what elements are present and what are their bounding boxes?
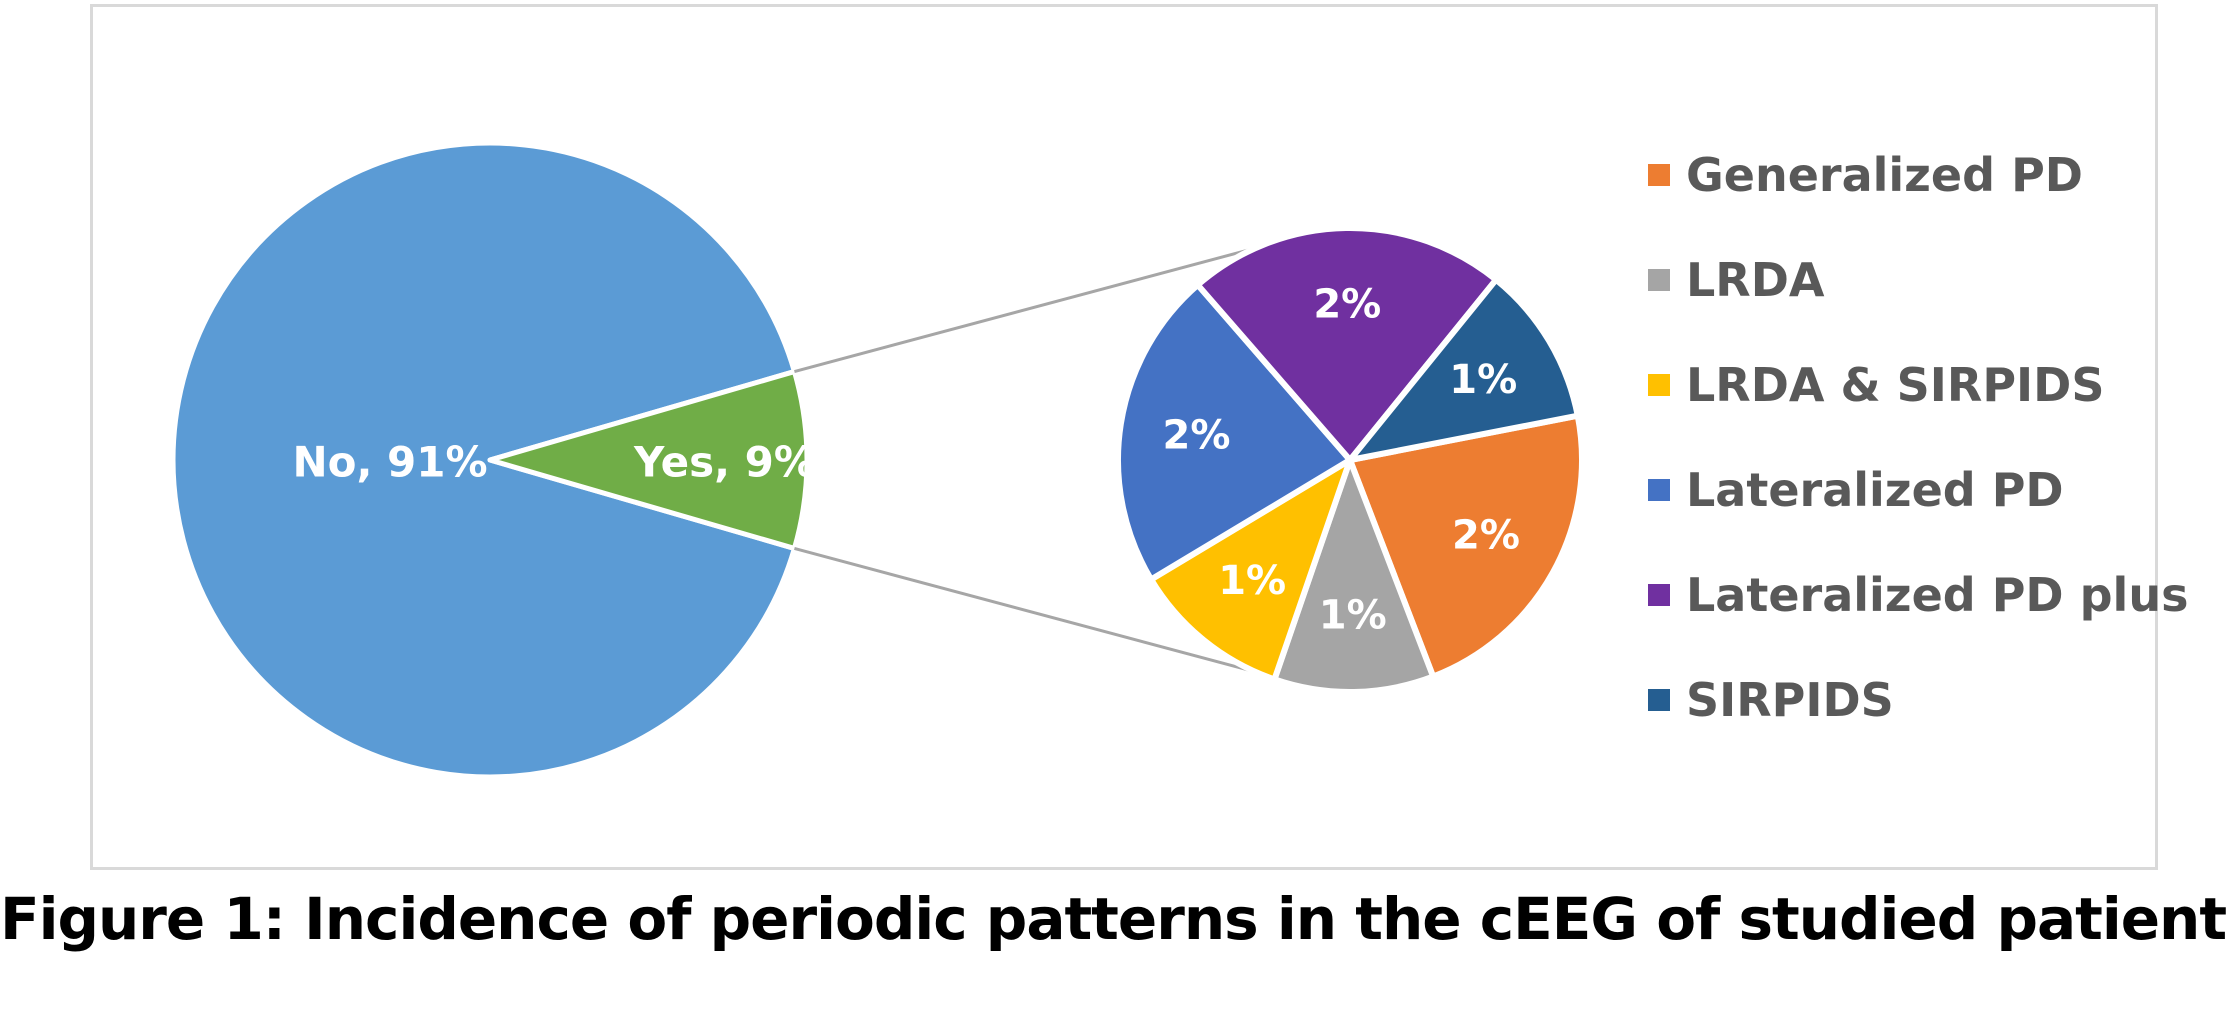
slice-lrda-and-sirpids: [1148, 457, 1353, 683]
slice-lrda: [1271, 457, 1437, 695]
slice-generalized-pd: [1347, 412, 1585, 680]
data-label-sirpids: 1%: [1449, 357, 1517, 403]
data-label-yes: Yes, 9%: [633, 438, 816, 487]
slice-yes: [487, 369, 810, 551]
connector-line-bottom: [794, 546, 1257, 674]
data-label-lrda-and-sirpids: 1%: [1218, 558, 1286, 604]
legend-label-lrda-and-sirpids: LRDA & SIRPIDS: [1686, 358, 2104, 412]
data-label-no: No, 91%: [292, 438, 487, 487]
slice-lateralized-pd: [1115, 281, 1353, 583]
slice-lateralized-pd-plus: [1194, 225, 1499, 463]
data-label-lrda: 1%: [1319, 592, 1387, 638]
data-label-lateralized-pd-plus: 2%: [1313, 282, 1381, 328]
legend-swatch-generalized-pd: [1648, 164, 1670, 186]
figure-caption: Figure 1: Incidence of periodic patterns…: [0, 885, 2228, 953]
legend-swatch-lrda: [1648, 269, 1670, 291]
connector-line-top: [794, 246, 1257, 374]
data-label-lateralized-pd: 2%: [1163, 413, 1231, 459]
legend-label-generalized-pd: Generalized PD: [1686, 148, 2083, 202]
legend-label-lateralized-pd-plus: Lateralized PD plus: [1686, 568, 2188, 622]
slice-sirpids: [1347, 276, 1581, 463]
legend-swatch-sirpids: [1648, 689, 1670, 711]
slice-no: [170, 140, 797, 780]
legend-swatch-lrda-and-sirpids: [1648, 374, 1670, 396]
pie-of-pie-chart: 2% 1% 1% 2% 2% 1% No, 91% Yes, 9% Generalized PD…: [170, 140, 2189, 780]
legend-label-lateralized-pd: Lateralized PD: [1686, 463, 2064, 517]
legend-swatch-lateralized-pd: [1648, 479, 1670, 501]
legend-label-lrda: LRDA: [1686, 253, 1825, 307]
legend-swatch-lateralized-pd-plus: [1648, 584, 1670, 606]
data-label-generalized-pd: 2%: [1452, 512, 1520, 558]
legend-label-sirpids: SIRPIDS: [1686, 673, 1894, 727]
